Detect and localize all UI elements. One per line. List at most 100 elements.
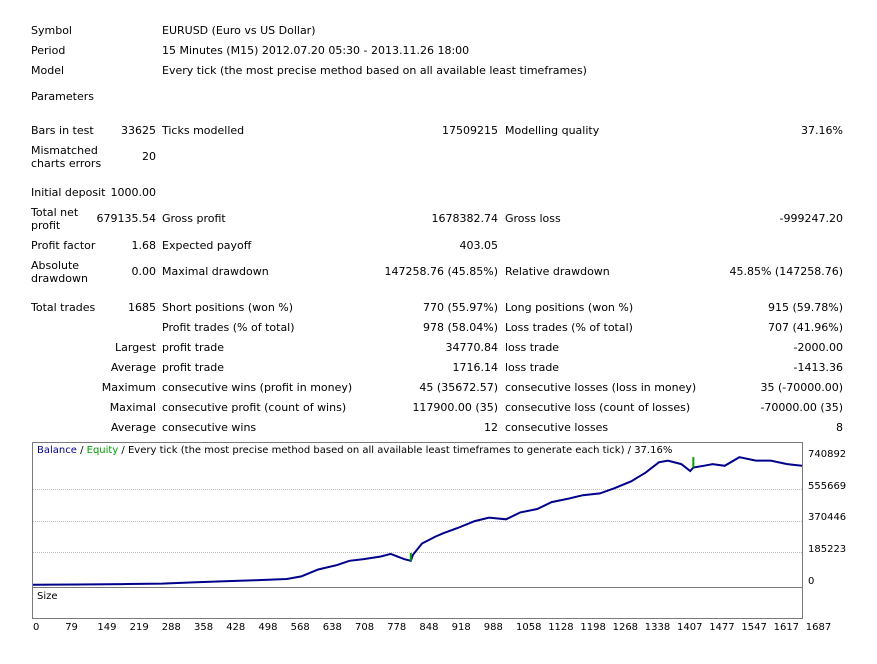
x-tick-label: 1338 — [644, 622, 671, 633]
x-tick-label: 1617 — [773, 622, 800, 633]
x-tick-label: 1547 — [741, 622, 767, 633]
x-tick-label: 1128 — [548, 622, 574, 633]
avg-cons-wins-label: consecutive wins — [162, 421, 257, 434]
maximum-label: Maximum — [101, 381, 156, 394]
short-label: Short positions (won %) — [162, 301, 294, 314]
maxdd-value: 147258.76 (45.85%) — [384, 265, 498, 278]
quality-label: Modelling quality — [505, 124, 600, 137]
max-cons-losses-label: consecutive losses (loss in money) — [505, 381, 697, 394]
x-tick-label: 219 — [129, 622, 149, 633]
average-loss-value: -1413.36 — [793, 361, 843, 374]
grossloss-label: Gross loss — [505, 212, 561, 225]
netprofit-value: 679135.54 — [96, 212, 157, 225]
maxdd-label: Maximal drawdown — [162, 265, 269, 278]
model-value: Every tick (the most precise method base… — [162, 64, 587, 77]
avg-cons-wins-value: 12 — [484, 421, 498, 434]
period-label: Period — [31, 44, 66, 57]
size-panel: Size — [32, 587, 803, 619]
avg-cons-losses-label: consecutive losses — [505, 421, 609, 434]
x-tick-label: 988 — [483, 622, 503, 633]
chart-title-balance: Balance — [37, 445, 77, 456]
short-value: 770 (55.97%) — [422, 301, 498, 314]
model-label: Model — [31, 64, 65, 77]
largest-profit-value: 34770.84 — [445, 341, 499, 354]
long-value: 915 (59.78%) — [767, 301, 843, 314]
y-tick-label: 370446 — [808, 512, 847, 523]
x-tick-label: 638 — [322, 622, 342, 633]
balance-chart: Balance / Equity / Every tick (the most … — [32, 442, 803, 590]
deposit-label: Initial deposit — [31, 186, 106, 199]
max-cons-wins-label: consecutive wins (profit in money) — [162, 381, 353, 394]
x-tick-label: 568 — [290, 622, 310, 633]
losstrades-value: 707 (41.96%) — [767, 321, 843, 334]
x-tick-label: 149 — [97, 622, 117, 633]
x-tick-label: 1687 — [805, 622, 832, 633]
x-tick-label: 288 — [161, 622, 181, 633]
maximal-profit-value: 117900.00 (35) — [412, 401, 498, 414]
x-tick-label: 1477 — [709, 622, 735, 633]
netprofit-label-2: profit — [31, 219, 61, 232]
average-label: Average — [110, 361, 156, 374]
x-tick-label: 918 — [451, 622, 471, 633]
maximal-loss-label: consecutive loss (count of losses) — [505, 401, 691, 414]
x-tick-label: 428 — [226, 622, 246, 633]
largest-profit-label: profit trade — [162, 341, 225, 354]
grossprofit-value: 1678382.74 — [431, 212, 498, 225]
x-tick-label: 1407 — [677, 622, 703, 633]
x-tick-label: 778 — [387, 622, 407, 633]
losstrades-label: Loss trades (% of total) — [505, 321, 633, 334]
balance-curve-svg — [33, 456, 802, 586]
size-label: Size — [37, 591, 58, 602]
chart-title-equity: Equity — [86, 445, 119, 456]
max-cons-wins-value: 45 (35672.57) — [419, 381, 498, 394]
x-tick-label: 848 — [419, 622, 439, 633]
netprofit-label-1: Total net — [31, 206, 79, 219]
ticks-value: 17509215 — [442, 124, 498, 137]
trades-value: 1685 — [128, 301, 156, 314]
y-tick-label: 740892 — [808, 449, 847, 460]
symbol-label: Symbol — [31, 24, 72, 37]
average2-label: Average — [110, 421, 156, 434]
grid-line — [33, 552, 802, 553]
absdd-value: 0.00 — [131, 265, 157, 278]
largest-loss-label: loss trade — [505, 341, 560, 354]
max-cons-losses-value: 35 (-70000.00) — [760, 381, 843, 394]
maximal-label: Maximal — [109, 401, 156, 414]
reldd-value: 45.85% (147258.76) — [729, 265, 843, 278]
deposit-value: 1000.00 — [110, 186, 157, 199]
pf-value: 1.68 — [131, 239, 157, 252]
quality-value: 37.16% — [801, 124, 843, 137]
y-tick-label: 185223 — [808, 544, 847, 555]
payoff-label: Expected payoff — [162, 239, 252, 252]
absdd-label-1: Absolute — [31, 259, 80, 272]
average-profit-label: profit trade — [162, 361, 225, 374]
x-tick-label: 1268 — [612, 622, 639, 633]
x-tick-label: 358 — [194, 622, 214, 633]
x-tick-label: 1058 — [516, 622, 542, 633]
balance-line — [33, 456, 802, 586]
mismatch-label-2: charts errors — [31, 157, 102, 170]
mismatch-value: 20 — [142, 150, 156, 163]
bars-label: Bars in test — [31, 124, 94, 137]
grid-line — [33, 489, 802, 490]
long-label: Long positions (won %) — [505, 301, 634, 314]
grid-line — [33, 521, 802, 522]
x-tick-label: 498 — [258, 622, 278, 633]
bars-value: 33625 — [121, 124, 156, 137]
absdd-label-2: drawdown — [31, 272, 88, 285]
avg-cons-losses-value: 8 — [836, 421, 843, 434]
maximal-loss-value: -70000.00 (35) — [760, 401, 843, 414]
grossloss-value: -999247.20 — [779, 212, 843, 225]
pf-label: Profit factor — [31, 239, 96, 252]
payoff-value: 403.05 — [459, 239, 499, 252]
parameters-label: Parameters — [31, 90, 94, 103]
ticks-label: Ticks modelled — [162, 124, 245, 137]
profittrades-value: 978 (58.04%) — [422, 321, 498, 334]
reldd-label: Relative drawdown — [505, 265, 610, 278]
maximal-profit-label: consecutive profit (count of wins) — [162, 401, 347, 414]
x-tick-label: 79 — [65, 622, 78, 633]
x-tick-label: 708 — [355, 622, 375, 633]
chart-title: Balance / Equity / Every tick (the most … — [37, 445, 672, 457]
x-tick-label: 0 — [33, 622, 40, 633]
average-loss-label: loss trade — [505, 361, 560, 374]
